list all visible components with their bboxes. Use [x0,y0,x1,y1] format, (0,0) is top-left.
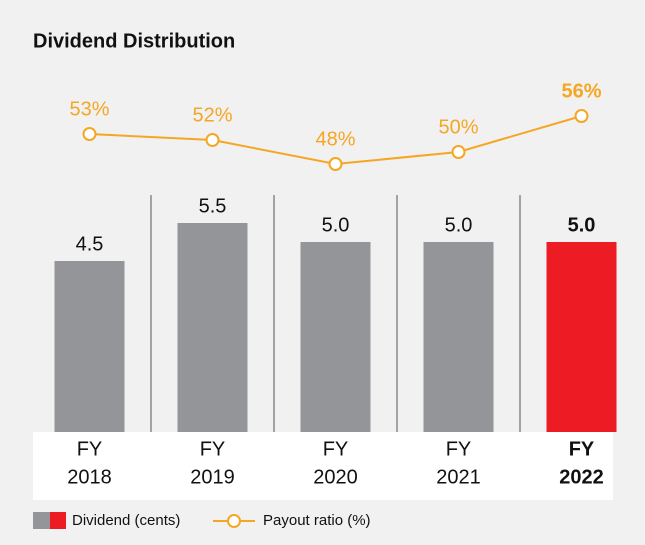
bar [423,242,494,432]
payout-point [205,133,220,147]
bar-value-label: 5.0 [322,214,350,236]
legend-label: Payout ratio (%) [263,512,371,529]
x-tick-label: FY [323,438,349,460]
x-tick-label: 2022 [559,466,604,488]
bar [177,223,248,432]
bar-value-label: 5.0 [445,214,473,236]
line-value-label: 56% [561,80,601,102]
payout-point [451,145,466,159]
line-value-label: 53% [69,98,109,120]
category-band [33,432,613,500]
x-tick-label: 2020 [313,466,358,488]
x-tick-label: FY [200,438,226,460]
line-value-label: 48% [315,128,355,150]
x-tick-label: 2021 [436,466,481,488]
bar [300,242,371,432]
bar-value-label: 5.5 [199,195,227,217]
line-value-label: 52% [192,104,232,126]
x-tick-label: FY [446,438,472,460]
chart-title: Dividend Distribution [33,30,235,52]
line-value-label: 50% [438,116,478,138]
x-tick-label: FY [569,438,595,460]
bar-value-label: 4.5 [76,233,104,255]
x-tick-label: FY [77,438,103,460]
legend-marker [227,514,241,528]
bar [54,261,125,432]
legend-swatch [33,512,50,529]
x-tick-label: 2019 [190,466,235,488]
payout-point [574,109,589,123]
payout-point [328,157,343,171]
legend-label: Dividend (cents) [72,512,180,529]
payout-point [82,127,97,141]
bar [546,242,617,432]
x-tick-label: 2018 [67,466,112,488]
bar-value-label: 5.0 [568,214,596,236]
legend-swatch [50,512,66,529]
